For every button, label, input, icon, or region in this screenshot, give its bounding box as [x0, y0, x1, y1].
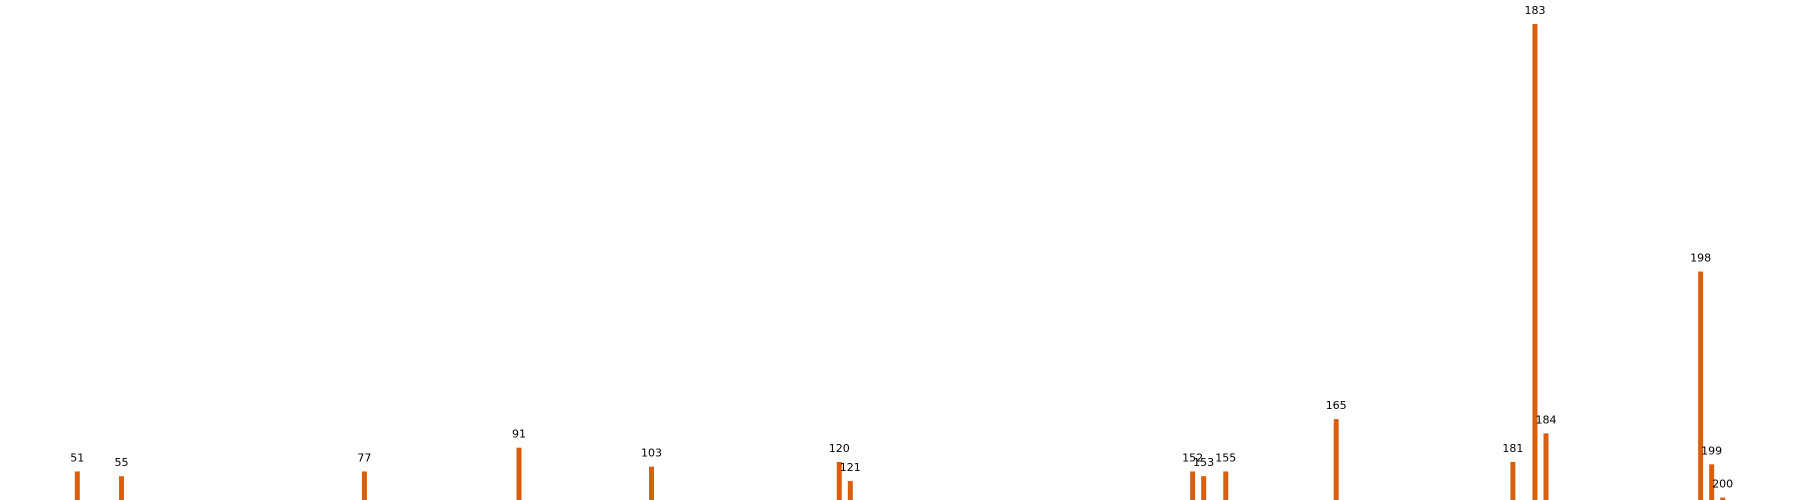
bar-label-153: 153: [1193, 456, 1214, 469]
bar-label-55: 55: [114, 456, 128, 469]
bar-label-155: 155: [1215, 451, 1236, 464]
bars-layer: [74, 24, 1726, 500]
bar-label-199: 199: [1701, 444, 1722, 457]
bar-55: [118, 476, 124, 500]
bar-153: [1201, 476, 1207, 500]
bar-51: [74, 471, 80, 500]
bar-152: [1190, 471, 1196, 500]
bar-label-183: 183: [1524, 4, 1545, 17]
bar-label-121: 121: [840, 461, 861, 474]
bar-120: [836, 461, 842, 500]
bar-label-51: 51: [70, 451, 84, 464]
bar-label-198: 198: [1690, 252, 1711, 265]
bar-label-120: 120: [829, 442, 850, 455]
bar-label-91: 91: [512, 428, 526, 441]
bar-label-200: 200: [1712, 478, 1733, 491]
bar-200: [1720, 497, 1726, 500]
bar-77: [361, 471, 367, 500]
bar-198: [1698, 271, 1704, 500]
bar-155: [1223, 471, 1229, 500]
bar-label-165: 165: [1326, 399, 1347, 412]
bar-91: [516, 447, 522, 500]
bar-103: [649, 466, 655, 500]
bar-label-103: 103: [641, 447, 662, 460]
bar-165: [1333, 419, 1339, 500]
bar-label-181: 181: [1502, 442, 1523, 455]
bar-184: [1543, 433, 1549, 500]
bar-183: [1532, 24, 1538, 500]
bar-199: [1709, 464, 1715, 500]
bar-label-184: 184: [1536, 413, 1557, 426]
bar-label-77: 77: [357, 451, 371, 464]
bar-121: [847, 480, 853, 500]
bar-181: [1510, 461, 1516, 500]
bar-label-152: 152: [1182, 451, 1203, 464]
